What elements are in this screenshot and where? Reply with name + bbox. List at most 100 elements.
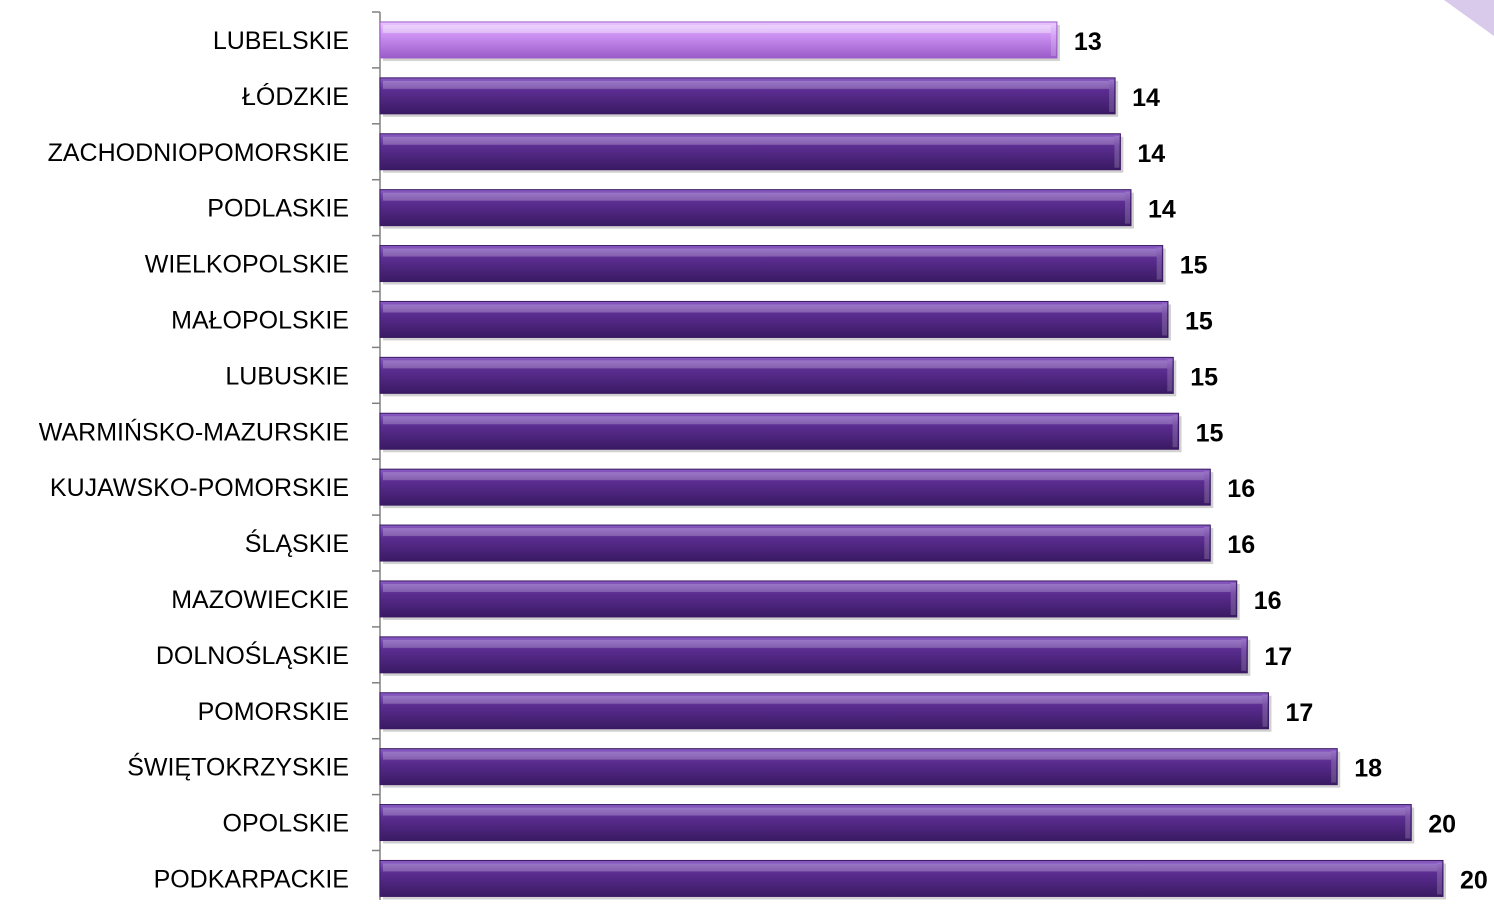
bar-body bbox=[379, 77, 1116, 115]
category-label: DOLNOŚLĄSKIE bbox=[156, 640, 349, 670]
bar-cap bbox=[1156, 247, 1162, 280]
bar-bevel bbox=[383, 192, 1125, 201]
bar-lubelskie bbox=[379, 21, 1060, 61]
category-label: WARMIŃSKO-MAZURSKIE bbox=[39, 417, 349, 446]
bar-bevel bbox=[383, 695, 1263, 704]
bar-cap bbox=[1204, 527, 1210, 560]
bar-bevel bbox=[383, 248, 1157, 257]
bar-pomorskie bbox=[379, 692, 1272, 732]
bar-opolskie bbox=[379, 804, 1415, 844]
bar-swietokrzyskie bbox=[379, 748, 1341, 788]
bar-body bbox=[379, 804, 1412, 842]
bar-cap bbox=[1161, 303, 1167, 336]
y-axis bbox=[372, 11, 381, 905]
bar-cap bbox=[1241, 638, 1247, 671]
bar-cap bbox=[1262, 694, 1268, 727]
bar-body bbox=[379, 356, 1174, 394]
category-label: MAZOWIECKIE bbox=[171, 586, 349, 614]
bar-body bbox=[379, 189, 1132, 227]
category-label: LUBELSKIE bbox=[213, 27, 349, 55]
bar-bevel bbox=[383, 807, 1406, 816]
value-label: 18 bbox=[1354, 755, 1382, 783]
bar-body bbox=[379, 21, 1058, 59]
bar-body bbox=[379, 524, 1211, 562]
bar-body bbox=[379, 692, 1269, 730]
bar-bevel bbox=[383, 583, 1231, 592]
bar-podkarpackie bbox=[379, 859, 1446, 900]
bar-kujawsko-pomorskie bbox=[379, 468, 1214, 509]
bar-body bbox=[379, 636, 1248, 674]
bar-podlaskie bbox=[379, 189, 1134, 229]
value-label: 15 bbox=[1196, 419, 1224, 447]
category-label: ŚLĄSKIE bbox=[245, 528, 349, 558]
category-label: PODKARPACKIE bbox=[154, 865, 349, 893]
bar-body bbox=[379, 245, 1164, 283]
bar-cap bbox=[1167, 359, 1173, 392]
bar-bevel bbox=[383, 416, 1173, 425]
value-label: 16 bbox=[1227, 475, 1255, 503]
category-labels: LUBELSKIE ŁÓDZKIE ZACHODNIOPOMORSKIE PODLAS… bbox=[39, 27, 349, 894]
bar-cap bbox=[1124, 191, 1130, 224]
bar-lubuskie bbox=[379, 356, 1177, 397]
bar-body bbox=[379, 300, 1169, 338]
bar-dolnoslaskie bbox=[379, 636, 1251, 676]
bar-cap bbox=[1114, 135, 1120, 168]
bar-cap bbox=[1437, 862, 1442, 895]
bar-bevel bbox=[383, 863, 1437, 872]
bar-bevel bbox=[383, 528, 1205, 537]
value-label: 16 bbox=[1254, 587, 1282, 615]
bar-bevel bbox=[383, 751, 1332, 760]
bar-body bbox=[379, 468, 1211, 506]
bar-body bbox=[379, 412, 1180, 450]
value-label: 15 bbox=[1180, 252, 1208, 280]
value-label: 14 bbox=[1132, 84, 1160, 112]
bar-cap bbox=[1109, 79, 1115, 112]
bar-lodzkie bbox=[379, 77, 1119, 117]
category-label: ZACHODNIOPOMORSKIE bbox=[48, 139, 349, 167]
value-label: 17 bbox=[1264, 643, 1292, 671]
bar-bevel bbox=[383, 24, 1051, 33]
bar-cap bbox=[1331, 750, 1337, 783]
category-label: MAŁOPOLSKIE bbox=[171, 306, 349, 334]
bar-bevel bbox=[383, 136, 1115, 145]
category-label: WIELKOPOLSKIE bbox=[145, 251, 349, 279]
value-label: 20 bbox=[1428, 811, 1456, 839]
category-label: LUBUSKIE bbox=[225, 362, 349, 390]
bar-cap bbox=[1172, 415, 1178, 448]
bar-bevel bbox=[383, 304, 1162, 313]
category-label: KUJAWSKO-POMORSKIE bbox=[50, 474, 349, 502]
value-label: 14 bbox=[1137, 140, 1165, 168]
value-label: 20 bbox=[1460, 866, 1488, 894]
bar-bevel bbox=[383, 639, 1242, 648]
value-label: 15 bbox=[1190, 363, 1218, 391]
value-label: 16 bbox=[1227, 531, 1255, 559]
bar-cap bbox=[1050, 23, 1056, 56]
value-label: 13 bbox=[1074, 28, 1102, 56]
category-label: OPOLSKIE bbox=[223, 810, 349, 838]
corner-decoration bbox=[1444, 0, 1494, 36]
category-label: ŁÓDZKIE bbox=[242, 82, 349, 111]
bar-bevel bbox=[383, 80, 1110, 89]
bar-body bbox=[379, 580, 1238, 618]
category-label: PODLASKIE bbox=[207, 195, 349, 223]
bar-cap bbox=[1405, 806, 1411, 839]
value-label: 14 bbox=[1148, 196, 1176, 224]
bar-body bbox=[379, 859, 1444, 897]
bars bbox=[379, 21, 1446, 900]
bar-cap bbox=[1230, 582, 1236, 615]
bar-malopolskie bbox=[379, 300, 1171, 341]
category-label: POMORSKIE bbox=[198, 698, 349, 726]
value-label: 15 bbox=[1185, 307, 1213, 335]
bar-slaskie bbox=[379, 524, 1214, 565]
bar-zachodniopomorskie bbox=[379, 133, 1124, 173]
bar-bevel bbox=[383, 360, 1168, 369]
bar-body bbox=[379, 748, 1338, 786]
bar-body bbox=[379, 133, 1121, 171]
value-label: 17 bbox=[1285, 699, 1313, 727]
bar-mazowieckie bbox=[379, 580, 1240, 620]
bar-warminsko-mazurskie bbox=[379, 412, 1182, 453]
bar-wielkopolskie bbox=[379, 245, 1166, 285]
